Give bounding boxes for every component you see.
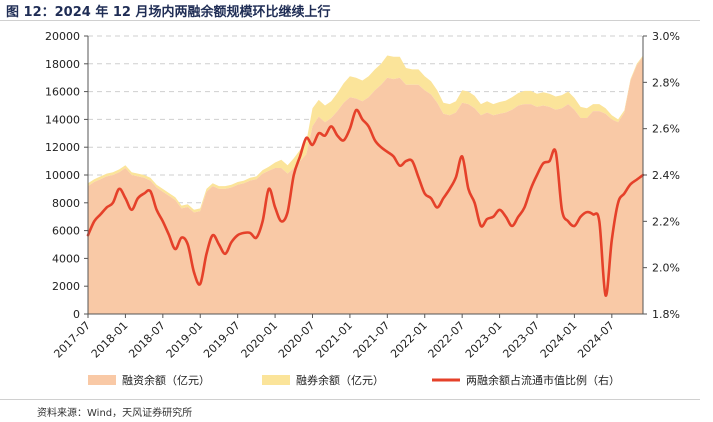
x-tick-label-11: 2023-01 bbox=[463, 319, 505, 361]
left-tick-label-7: 14000 bbox=[45, 113, 80, 126]
left-tick-label-9: 18000 bbox=[45, 58, 80, 71]
left-tick-label-4: 8000 bbox=[52, 197, 80, 210]
right-tick-label-6: 3.0% bbox=[652, 30, 680, 43]
legend-label-financing: 融资余额（亿元） bbox=[122, 373, 210, 387]
right-tick-label-5: 2.8% bbox=[652, 76, 680, 89]
left-tick-label-8: 16000 bbox=[45, 86, 80, 99]
x-axis-tick-labels: 2017-072018-012018-072019-012019-072020-… bbox=[51, 319, 617, 361]
left-tick-label-1: 2000 bbox=[52, 280, 80, 293]
legend-swatch-financing bbox=[88, 375, 116, 385]
securities-lending-area bbox=[88, 55, 643, 213]
source-note: 资料来源：Wind，天风证券研究所 bbox=[37, 408, 193, 419]
title-divider bbox=[0, 20, 700, 21]
left-tick-label-10: 20000 bbox=[45, 30, 80, 43]
x-tick-label-1: 2018-01 bbox=[89, 319, 131, 361]
x-tick-label-5: 2020-01 bbox=[239, 319, 281, 361]
figure-title: 图 12：2024 年 12 月场内两融余额规模环比继续上行 bbox=[6, 5, 331, 20]
left-tick-label-0: 0 bbox=[73, 308, 80, 321]
ratio-line-series bbox=[86, 108, 645, 297]
right-tick-label-3: 2.4% bbox=[652, 169, 680, 182]
axes bbox=[84, 35, 647, 318]
x-tick-label-12: 2023-07 bbox=[500, 319, 542, 361]
left-tick-label-6: 12000 bbox=[45, 141, 80, 154]
source-divider bbox=[0, 399, 700, 400]
x-tick-label-0: 2017-07 bbox=[51, 319, 93, 361]
left-axis-tick-labels: 0 2000 4000 6000 8000 10000 12000 14000 16000 180… bbox=[45, 30, 80, 321]
legend-label-ratio: 两融余额占流通市值比例（右） bbox=[466, 373, 620, 387]
left-tick-label-2: 4000 bbox=[52, 252, 80, 265]
x-tick-label-14: 2024-07 bbox=[575, 319, 617, 361]
x-tick-label-10: 2022-07 bbox=[426, 319, 468, 361]
legend: 融资余额（亿元） 融券余额（亿元） 两融余额占流通市值比例（右） bbox=[88, 373, 620, 387]
margin-balance-chart: 0 2000 4000 6000 8000 10000 12000 14000 16000 180… bbox=[45, 30, 680, 387]
right-tick-label-0: 1.8% bbox=[652, 308, 680, 321]
x-tick-label-13: 2024-01 bbox=[538, 319, 580, 361]
x-tick-label-9: 2022-01 bbox=[388, 319, 430, 361]
x-tick-label-7: 2021-01 bbox=[313, 319, 355, 361]
right-tick-label-1: 2.0% bbox=[652, 262, 680, 275]
legend-swatch-securities-lending bbox=[262, 375, 290, 385]
x-tick-label-6: 2020-07 bbox=[276, 319, 318, 361]
x-tick-label-8: 2021-07 bbox=[351, 319, 393, 361]
x-tick-label-4: 2019-07 bbox=[201, 319, 243, 361]
legend-label-securities-lending: 融券余额（亿元） bbox=[296, 373, 384, 387]
left-tick-label-5: 10000 bbox=[45, 169, 80, 182]
right-tick-label-4: 2.6% bbox=[652, 123, 680, 136]
x-tick-label-3: 2019-01 bbox=[164, 319, 206, 361]
right-tick-label-2: 2.2% bbox=[652, 215, 680, 228]
left-tick-label-3: 6000 bbox=[52, 225, 80, 238]
x-tick-label-2: 2018-07 bbox=[126, 319, 168, 361]
ratio-line bbox=[86, 108, 645, 297]
right-axis-tick-labels: 1.8% 2.0% 2.2% 2.4% 2.6% 2.8% 3.0% bbox=[652, 30, 680, 321]
